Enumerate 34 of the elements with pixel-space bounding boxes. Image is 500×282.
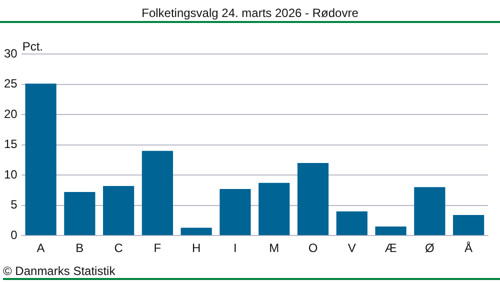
bar	[142, 150, 174, 236]
bar	[25, 84, 56, 236]
bar	[414, 187, 446, 236]
y-axis-title: Pct.	[22, 39, 44, 54]
bar	[297, 162, 329, 236]
x-tick-label: Ø	[424, 241, 434, 256]
bar	[258, 182, 290, 236]
x-tick-label: I	[234, 241, 237, 256]
text: © Danmarks Statistik	[3, 262, 500, 280]
x-tick-label: V	[348, 241, 356, 256]
y-tick-label: 30	[4, 46, 18, 60]
bar	[375, 226, 406, 236]
x-tick-label: F	[154, 241, 162, 256]
x-tick-label: C	[114, 241, 124, 256]
y-tick-label: 10	[4, 167, 18, 182]
bar	[180, 228, 212, 236]
y-tick-label: 20	[4, 106, 18, 121]
x-tick-label: M	[269, 241, 280, 256]
bar	[103, 186, 134, 236]
bar	[336, 211, 368, 236]
y-tick-label: 15	[4, 137, 18, 152]
y-tick-label: 5	[10, 198, 18, 212]
bar	[220, 188, 251, 236]
chart-title: Folketingsvalg 24. marts 2026 - Rødovre	[0, 0, 500, 23]
bar	[64, 192, 96, 236]
x-tick-label: A	[36, 241, 45, 256]
x-tick-label: O	[308, 241, 318, 256]
x-tick-label: H	[192, 241, 201, 256]
x-tick-label: B	[76, 241, 84, 256]
x-tick-label: Å	[464, 241, 473, 256]
x-tick-label: Æ	[384, 241, 397, 256]
bar	[453, 215, 484, 236]
y-tick-label: 0	[10, 228, 18, 242]
y-tick-label: 25	[4, 76, 18, 91]
